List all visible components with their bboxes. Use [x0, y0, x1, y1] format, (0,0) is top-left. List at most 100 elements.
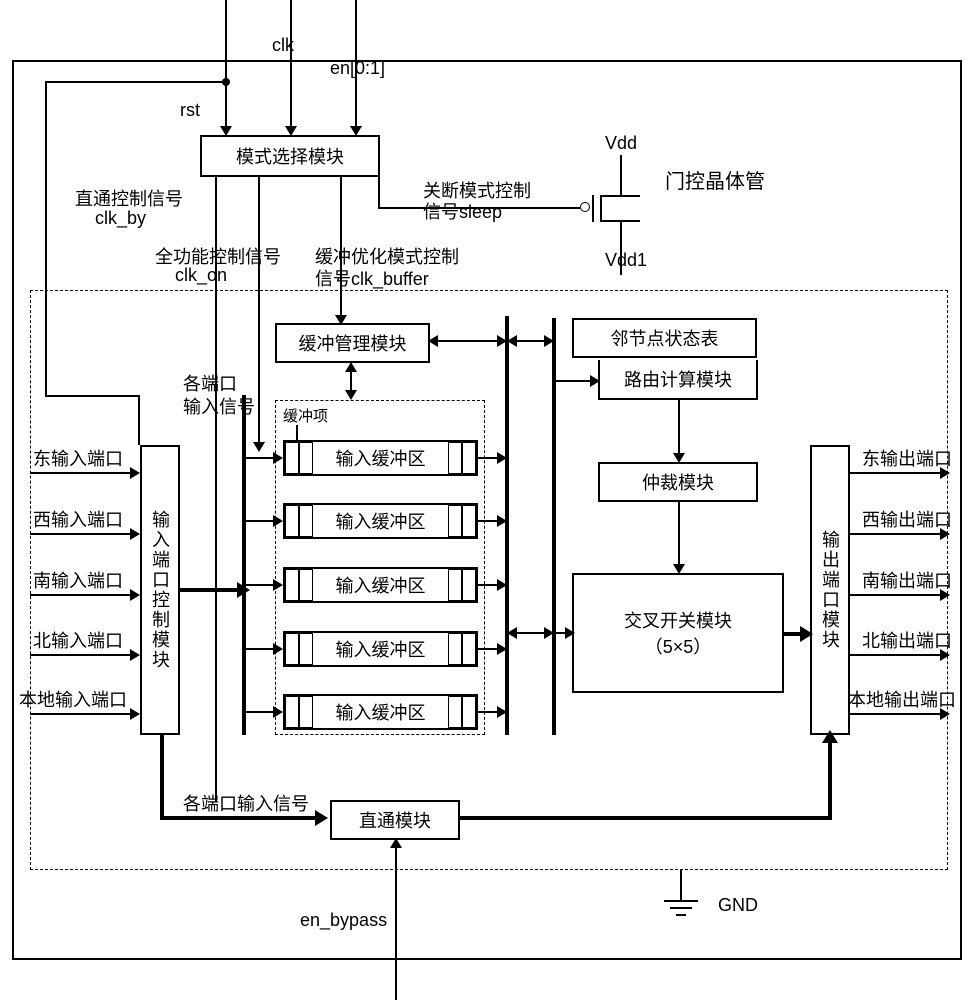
pmos-gate-top	[600, 195, 640, 197]
clk-line	[290, 0, 292, 128]
buffer-row-1: 输入缓冲区	[283, 503, 478, 539]
buffer-row-4: 输入缓冲区	[283, 694, 478, 730]
en-label: en[0:1]	[330, 58, 385, 79]
rail23-top-left	[507, 335, 517, 347]
r-b4-a	[273, 706, 283, 718]
bm-to-rail-left	[428, 335, 438, 347]
buffer-row-0: 输入缓冲区	[283, 440, 478, 476]
clk-by-stub	[215, 800, 217, 802]
rail23-top-right	[544, 335, 554, 347]
north-input-arrow	[130, 649, 140, 661]
gnd-bar2	[670, 907, 692, 909]
ipc-to-pass-line	[160, 816, 320, 820]
north-output-line	[850, 654, 946, 656]
north-output-arrow	[940, 649, 950, 661]
r-b1	[246, 520, 276, 522]
crossbar-size-label: （5×5）	[645, 633, 712, 659]
mode-select-box: 模式选择模块	[200, 135, 380, 177]
buffer-mgmt-label: 缓冲管理模块	[299, 330, 407, 356]
r-b2-a	[273, 579, 283, 591]
pmos-bubble	[580, 202, 590, 212]
buffer-2-label: 输入缓冲区	[336, 572, 426, 598]
clk-label: clk	[272, 35, 294, 56]
east-output-line	[850, 472, 946, 474]
r-b0-a	[273, 452, 283, 464]
west-output-line	[850, 533, 946, 535]
neighbor-state-box: 邻节点状态表	[572, 318, 757, 358]
route-calc-label: 路由计算模块	[624, 366, 732, 392]
b3-r2-a	[497, 643, 507, 655]
bm-to-buffers-down	[345, 390, 357, 400]
arbiter-label: 仲裁模块	[642, 469, 714, 495]
en-bypass-line	[395, 840, 397, 1000]
west-input-arrow	[130, 528, 140, 540]
b0-r2-a	[497, 452, 507, 464]
bm-to-rail-line	[430, 340, 505, 342]
en-bypass-label: en_bypass	[300, 910, 387, 931]
rst-to-ipc-line	[45, 395, 138, 397]
ipc-down-line	[160, 735, 164, 818]
buffer-item-label: 缓冲项	[283, 405, 328, 426]
input-port-ctrl-label: 输入端口控制模块	[147, 510, 173, 670]
gate-transistor-label: 门控晶体管	[665, 165, 765, 194]
south-input-label: 南输入端口	[33, 567, 123, 593]
rst-label: rst	[180, 100, 200, 121]
south-input-line	[30, 594, 133, 596]
local-input-label: 本地输入端口	[19, 686, 127, 712]
arbiter-box: 仲裁模块	[598, 462, 758, 502]
east-input-line	[30, 472, 133, 474]
south-output-line	[850, 594, 946, 596]
gnd-label: GND	[718, 895, 758, 916]
r-b0	[246, 457, 276, 459]
local-input-line	[30, 713, 133, 715]
buffer-mgmt-box: 缓冲管理模块	[275, 323, 430, 363]
b2-r2-a	[497, 579, 507, 591]
sleep-signal-label: 信号sleep	[423, 198, 502, 224]
vdd-label: Vdd	[605, 133, 637, 154]
b4-r2-a	[497, 706, 507, 718]
vdd-line	[620, 155, 622, 195]
output-port-box: 输出端口模块	[810, 445, 850, 735]
west-output-label: 西输出端口	[862, 506, 952, 532]
gnd-bar3	[676, 914, 686, 916]
r3-xbar-arrow	[565, 627, 575, 639]
crossbar-box: 交叉开关模块 （5×5）	[572, 573, 784, 693]
pmos-gate-left	[600, 195, 602, 222]
r-b1-a	[273, 515, 283, 527]
b1-r2-a	[497, 515, 507, 527]
neighbor-state-label: 邻节点状态表	[611, 325, 719, 351]
clk-by-label: clk_by	[95, 208, 146, 229]
buffer-0-label: 输入缓冲区	[336, 445, 426, 471]
r-b4	[246, 711, 276, 713]
west-output-arrow	[940, 528, 950, 540]
pass-to-out-arrow	[822, 730, 838, 743]
rst-to-ipc-down	[138, 395, 140, 445]
bm-to-rail-right	[497, 335, 507, 347]
ipc-to-rail-line	[180, 588, 240, 592]
bm-to-buffers-up	[345, 362, 357, 372]
port-input-full-label: 各端口输入信号	[183, 790, 309, 816]
east-input-label: 东输入端口	[33, 445, 123, 471]
gnd-line	[680, 870, 682, 900]
rst-branch-line	[45, 81, 225, 83]
r23-mid-left	[507, 627, 517, 639]
rst-line	[225, 0, 227, 128]
route-calc-box: 路由计算模块	[598, 360, 758, 400]
east-output-arrow	[940, 467, 950, 479]
local-output-arrow	[940, 708, 950, 720]
buffer-3-label: 输入缓冲区	[336, 636, 426, 662]
west-input-label: 西输入端口	[33, 506, 123, 532]
pass-to-out-line	[460, 816, 830, 820]
r-b2	[246, 584, 276, 586]
clk-by-down	[215, 600, 217, 800]
passthrough-label: 直通模块	[359, 807, 431, 833]
arb-to-xbar-line	[678, 502, 680, 566]
sleep-line-up	[378, 177, 380, 209]
buffer-1-label: 输入缓冲区	[336, 508, 426, 534]
east-input-arrow	[130, 467, 140, 479]
vdd1-label: Vdd1	[605, 250, 647, 271]
buffer-4-label: 输入缓冲区	[336, 699, 426, 725]
clk-buffer-label: 信号clk_buffer	[315, 265, 429, 291]
rail-1	[242, 395, 246, 735]
rc-to-arb-line	[678, 400, 680, 455]
